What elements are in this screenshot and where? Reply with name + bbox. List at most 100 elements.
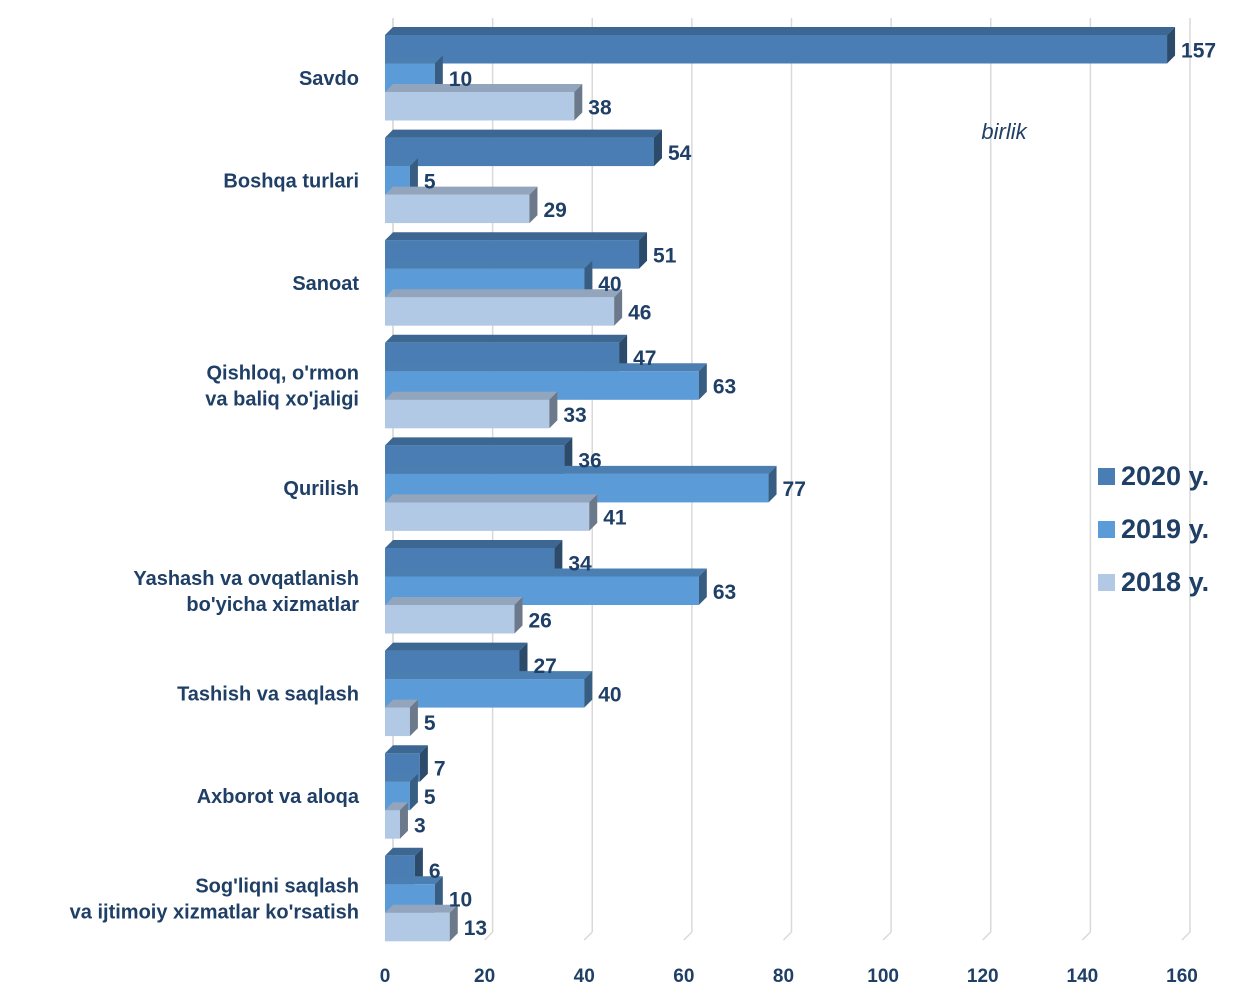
bar-side (514, 597, 523, 634)
bar-side (434, 55, 443, 92)
bar-face (385, 810, 400, 839)
x-tick-label: 20 (474, 966, 495, 987)
bar-side (449, 904, 458, 942)
data-label: 26 (529, 609, 552, 632)
category-label: Tashish va saqlash (177, 683, 359, 705)
bar-side (584, 671, 593, 708)
bar-top (385, 568, 707, 577)
bar-side (564, 437, 573, 474)
bar (385, 391, 558, 429)
gridline-floor (683, 931, 693, 941)
bar-face (385, 912, 450, 942)
gridline-floor (583, 931, 593, 941)
bar-side (409, 158, 418, 195)
data-label: 38 (588, 96, 612, 119)
legend-swatch (1098, 521, 1115, 538)
data-label: 47 (633, 347, 656, 370)
bar-top (385, 465, 777, 474)
bar (385, 129, 662, 167)
legend-label: 2018 y. (1121, 567, 1209, 597)
bar-side (653, 129, 662, 167)
bar-side (434, 876, 443, 913)
bar-side (574, 84, 583, 121)
bar-top (385, 84, 583, 92)
bar (385, 671, 593, 708)
bar-face (385, 35, 1168, 64)
bar (385, 699, 418, 737)
data-label: 5 (424, 712, 436, 735)
legend-swatch (1098, 574, 1115, 591)
bar-top (385, 847, 423, 856)
bar-top (385, 540, 563, 548)
bar-side (1167, 27, 1176, 64)
data-label: 46 (628, 301, 651, 324)
bar-face (385, 194, 530, 224)
data-label: 13 (464, 917, 487, 940)
legend-label: 2020 y. (1121, 461, 1209, 491)
bar-top (385, 186, 538, 195)
data-label: 36 (578, 450, 601, 473)
data-label: 10 (449, 68, 472, 91)
bar-top (385, 597, 523, 605)
bar-top (385, 699, 418, 708)
data-label: 157 (1181, 39, 1216, 62)
bar-side (414, 847, 423, 885)
bar-side (399, 802, 408, 839)
gridline-floor (1181, 931, 1191, 941)
bar-side (554, 540, 563, 577)
bar-top (385, 232, 648, 241)
bar (385, 876, 443, 913)
bar-top (385, 158, 418, 167)
data-label: 27 (533, 655, 556, 678)
bar-face (385, 297, 615, 326)
bar (385, 289, 623, 326)
bar-side (698, 363, 707, 400)
bar-side (639, 232, 648, 269)
bar-face (385, 399, 550, 429)
bar-top (385, 260, 593, 269)
bars (385, 27, 1176, 942)
bar-face (385, 137, 654, 167)
data-label: 40 (598, 683, 621, 706)
bar (385, 494, 598, 531)
bar (385, 568, 707, 605)
bar-side (584, 260, 593, 298)
bar-top (385, 363, 707, 372)
bar-side (614, 289, 623, 326)
category-label: Qishloq, o'rmon (206, 363, 359, 385)
x-tick-label: 40 (574, 966, 595, 987)
data-label: 51 (653, 244, 677, 267)
category-label: Savdo (299, 68, 359, 90)
gridline-floor (782, 931, 793, 941)
bar-top (385, 27, 1176, 35)
data-label: 63 (713, 581, 736, 604)
gridline-floor (1081, 931, 1091, 941)
bar-face (385, 605, 515, 634)
bar-top (385, 494, 598, 503)
legend-label: 2019 y. (1121, 514, 1209, 544)
x-tick-label: 60 (673, 966, 694, 987)
data-label: 33 (563, 404, 586, 427)
data-label: 41 (603, 507, 627, 530)
bar (385, 802, 408, 839)
bar (385, 597, 523, 634)
x-tick-label: 100 (867, 966, 899, 987)
bar-side (409, 773, 418, 811)
bar-top (385, 876, 443, 885)
bar (385, 27, 1176, 64)
bar-side (529, 186, 538, 224)
bar-side (698, 568, 707, 605)
bar-top (385, 334, 628, 343)
bar-face (385, 502, 590, 531)
bar-side (519, 642, 528, 680)
bar-top (385, 289, 623, 298)
x-tick-label: 160 (1166, 966, 1198, 987)
data-label: 63 (713, 376, 736, 399)
bar-top (385, 129, 662, 138)
category-label: Yashash va ovqatlanish (133, 568, 359, 590)
bar-top (385, 55, 443, 64)
gridline-floor (484, 931, 494, 941)
bar-side (409, 699, 418, 737)
